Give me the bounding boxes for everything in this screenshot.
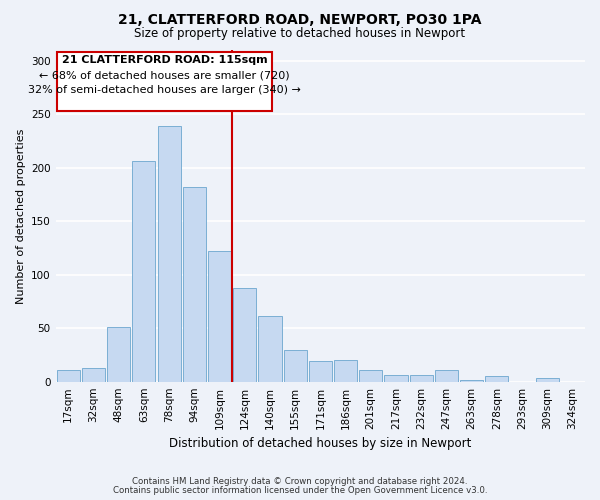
Text: 21, CLATTERFORD ROAD, NEWPORT, PO30 1PA: 21, CLATTERFORD ROAD, NEWPORT, PO30 1PA [118,12,482,26]
Bar [435,370,458,382]
Bar [334,360,357,382]
Bar [485,376,508,382]
Bar [82,368,105,382]
Bar [259,316,281,382]
Text: Size of property relative to detached houses in Newport: Size of property relative to detached ho… [134,28,466,40]
Bar [284,350,307,382]
FancyBboxPatch shape [57,52,272,111]
Bar [183,187,206,382]
Bar [385,376,407,382]
Bar [107,327,130,382]
Bar [132,162,155,382]
Bar [56,370,80,382]
Bar [460,380,483,382]
Y-axis label: Number of detached properties: Number of detached properties [16,128,26,304]
Bar [208,251,231,382]
X-axis label: Distribution of detached houses by size in Newport: Distribution of detached houses by size … [169,437,472,450]
Bar [536,378,559,382]
Text: Contains public sector information licensed under the Open Government Licence v3: Contains public sector information licen… [113,486,487,495]
Text: ← 68% of detached houses are smaller (720): ← 68% of detached houses are smaller (72… [40,70,290,81]
Bar [158,126,181,382]
Bar [410,376,433,382]
Bar [309,362,332,382]
Text: 21 CLATTERFORD ROAD: 115sqm: 21 CLATTERFORD ROAD: 115sqm [62,56,268,66]
Text: Contains HM Land Registry data © Crown copyright and database right 2024.: Contains HM Land Registry data © Crown c… [132,477,468,486]
Bar [233,288,256,382]
Text: 32% of semi-detached houses are larger (340) →: 32% of semi-detached houses are larger (… [28,86,301,96]
Bar [359,370,382,382]
